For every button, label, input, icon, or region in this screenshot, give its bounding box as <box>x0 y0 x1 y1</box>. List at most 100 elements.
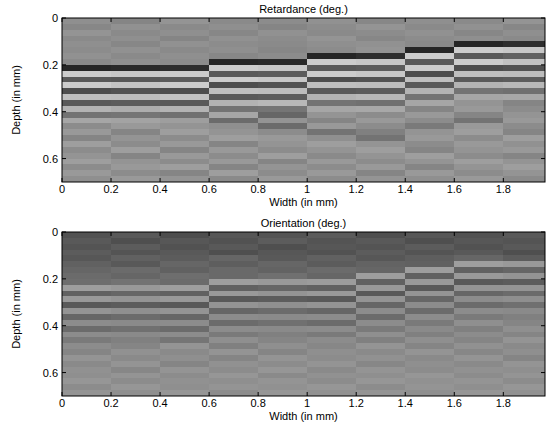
cell <box>62 94 112 100</box>
x-tick-label: 0.6 <box>201 183 216 195</box>
cell <box>258 77 308 83</box>
cell <box>160 332 210 338</box>
cell <box>62 314 112 320</box>
cell <box>160 390 210 396</box>
x-tick <box>209 178 210 182</box>
cell <box>454 147 504 153</box>
x-tick-label: 1.4 <box>398 397 413 409</box>
cell <box>160 59 210 65</box>
cell <box>307 255 357 261</box>
cell <box>62 261 112 267</box>
cell <box>258 314 308 320</box>
cell <box>209 232 259 238</box>
cell <box>503 18 545 24</box>
x-tick <box>209 18 210 22</box>
x-tick-label: 0.6 <box>201 397 216 409</box>
cell <box>258 320 308 326</box>
cell <box>356 279 406 285</box>
cell <box>454 255 504 261</box>
cell <box>209 82 259 88</box>
cell <box>111 36 161 42</box>
cell <box>209 320 259 326</box>
cell <box>356 41 406 47</box>
cell <box>356 332 406 338</box>
cell <box>209 314 259 320</box>
cell <box>258 65 308 71</box>
cell <box>209 261 259 267</box>
cell <box>356 100 406 106</box>
cell <box>62 147 112 153</box>
y-tick <box>541 64 545 65</box>
cell <box>209 176 259 182</box>
cell <box>307 123 357 129</box>
cell <box>503 232 545 238</box>
cell <box>209 291 259 297</box>
cell <box>307 53 357 59</box>
cell <box>503 343 545 349</box>
cell <box>160 147 210 153</box>
cell <box>356 30 406 36</box>
cell <box>111 308 161 314</box>
cell <box>454 112 504 118</box>
cell <box>160 308 210 314</box>
cell <box>160 296 210 302</box>
cells <box>62 232 545 396</box>
cell <box>405 176 455 182</box>
cell <box>62 255 112 261</box>
cell <box>356 123 406 129</box>
cell <box>503 296 545 302</box>
cell <box>209 367 259 373</box>
cell <box>209 244 259 250</box>
cell <box>454 308 504 314</box>
cell <box>111 129 161 135</box>
cell <box>111 176 161 182</box>
cell <box>209 355 259 361</box>
cell <box>503 36 545 42</box>
y-tick-label: 0.4 <box>43 320 58 332</box>
x-tick <box>258 392 259 396</box>
cell <box>454 343 504 349</box>
cell <box>62 41 112 47</box>
cell <box>258 129 308 135</box>
cell <box>356 244 406 250</box>
cell <box>111 18 161 24</box>
cell <box>111 41 161 47</box>
cell <box>307 129 357 135</box>
cell <box>111 244 161 250</box>
x-tick <box>258 232 259 236</box>
cell <box>111 326 161 332</box>
cell <box>160 355 210 361</box>
cell <box>356 238 406 244</box>
cell <box>307 24 357 30</box>
cell <box>356 343 406 349</box>
cell <box>258 232 308 238</box>
cell <box>405 355 455 361</box>
cell <box>454 302 504 308</box>
cell <box>503 390 545 396</box>
cell <box>356 232 406 238</box>
x-tick <box>209 392 210 396</box>
cell <box>160 176 210 182</box>
cell <box>356 88 406 94</box>
cell <box>209 141 259 147</box>
cell <box>111 390 161 396</box>
cell <box>111 238 161 244</box>
cell <box>307 279 357 285</box>
cell <box>307 18 357 24</box>
cell <box>454 153 504 159</box>
cell <box>307 232 357 238</box>
cell <box>160 285 210 291</box>
cell <box>209 118 259 124</box>
cell <box>62 65 112 71</box>
cell <box>62 36 112 42</box>
cell <box>356 355 406 361</box>
cell <box>405 238 455 244</box>
cell <box>258 53 308 59</box>
cell <box>503 355 545 361</box>
cell <box>209 378 259 384</box>
cell <box>454 378 504 384</box>
cell <box>454 129 504 135</box>
cell <box>503 59 545 65</box>
cell <box>356 77 406 83</box>
cell <box>160 141 210 147</box>
